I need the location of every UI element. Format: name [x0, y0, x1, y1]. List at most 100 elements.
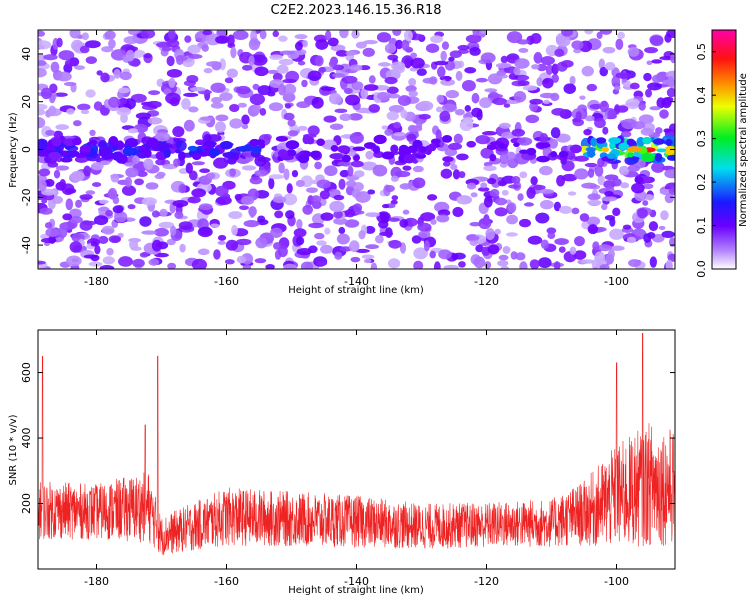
- spectrogram-cell: [124, 162, 136, 167]
- spectrogram-cell: [428, 143, 437, 152]
- spectrogram-cell: [145, 182, 159, 190]
- spectrogram-cell: [241, 124, 249, 130]
- spectrogram-cell: [215, 121, 226, 133]
- spectrogram-cell: [201, 44, 209, 52]
- spectrogram-cell: [398, 144, 409, 155]
- spectrogram-cell: [384, 76, 398, 85]
- spectrogram-cell: [50, 61, 60, 73]
- spectrogram-cell: [629, 82, 640, 90]
- spectrogram-cell: [651, 74, 663, 84]
- spectrogram-cell: [286, 183, 293, 194]
- spectrogram-cell: [368, 75, 376, 84]
- spectrogram-cell: [287, 119, 296, 127]
- spectrogram-cell: [441, 103, 457, 113]
- spectrogram-cell: [311, 96, 324, 109]
- spectrogram-cell: [191, 258, 208, 269]
- spectrogram-cell: [376, 32, 392, 43]
- spectrogram-cell: [302, 204, 314, 215]
- spectrogram-cell: [661, 97, 672, 109]
- spectrogram-cell: [522, 85, 538, 91]
- spectrogram-cell: [83, 165, 91, 177]
- spectrogram-cell: [642, 153, 655, 163]
- spectrogram-cell: [219, 92, 233, 101]
- spectrogram-cell: [384, 128, 394, 136]
- spectrogram-cell: [558, 246, 566, 253]
- colorbar-tick-label: 0.0: [695, 260, 708, 278]
- spectrogram-cell: [85, 56, 97, 64]
- spectrogram-cell: [526, 147, 537, 156]
- spectrogram-cell: [531, 64, 540, 70]
- spectrogram-cell: [645, 88, 652, 98]
- spectrogram-cell: [458, 261, 466, 268]
- spectrogram-cell: [362, 47, 375, 57]
- spectrogram-cell: [590, 137, 597, 147]
- spectrogram-cell: [539, 132, 549, 144]
- spectrogram-cell: [442, 156, 454, 163]
- spectrogram-cell: [535, 212, 550, 224]
- snr-y-axis-label: SNR (10 * v/v): [8, 414, 19, 485]
- spectrogram-cell: [483, 165, 497, 172]
- spectrogram-cell: [513, 90, 527, 103]
- spectrogram-cell: [166, 238, 176, 246]
- spectrogram-cell: [550, 127, 561, 139]
- spectrogram-cell: [609, 245, 625, 251]
- spectrogram-cell: [622, 224, 632, 230]
- spectrogram-cell: [332, 64, 345, 71]
- spectrogram-cell: [667, 76, 675, 88]
- spectrogram-cell: [475, 135, 491, 145]
- spectrogram-cell: [38, 151, 49, 157]
- spectrogram-cell: [129, 239, 139, 250]
- spectrogram-cell: [332, 73, 346, 78]
- spectrogram-cell: [314, 232, 325, 240]
- spectrogram-cell: [413, 247, 428, 260]
- spectrogram-cell: [213, 249, 221, 260]
- spectrogram-cell: [413, 260, 424, 269]
- spectrogram-cell: [112, 205, 124, 214]
- spectrogram-cell: [339, 30, 349, 39]
- spectrogram-cell: [154, 145, 162, 152]
- spectrogram-cell: [471, 92, 480, 104]
- spectrogram-cell: [466, 140, 477, 148]
- spectrogram-cell: [408, 90, 418, 98]
- spectrogram-cell: [306, 187, 318, 193]
- spectrogram-cell: [617, 31, 625, 40]
- spectrogram-cell: [540, 56, 555, 66]
- spectrogram-cell: [315, 39, 329, 50]
- spectrogram-cell: [486, 144, 498, 150]
- spectrogram-cell: [90, 162, 104, 171]
- spectrogram-cell: [500, 55, 508, 64]
- spectrogram-cell: [118, 256, 133, 267]
- spectrogram-cell: [364, 225, 376, 234]
- spectrogram-cell: [609, 217, 616, 227]
- spectrogram-cell: [569, 144, 582, 154]
- spectrogram-cell: [320, 212, 334, 221]
- spectrogram-cell: [73, 120, 82, 127]
- spectrogram-cell: [229, 168, 236, 177]
- spectrogram-cell: [403, 153, 415, 164]
- spectrogram-cell: [387, 93, 401, 99]
- spectrogram-cell: [249, 176, 263, 185]
- spectrogram-cell: [58, 50, 75, 61]
- spectrogram-cell: [604, 174, 619, 181]
- spectrogram-cell: [599, 66, 609, 77]
- spectrogram-cell: [506, 214, 519, 225]
- spectrogram-cell: [605, 253, 615, 265]
- spectrogram-cell: [666, 154, 675, 161]
- spectrogram-cell: [412, 165, 424, 173]
- spectrogram-cell: [122, 146, 135, 157]
- spectrogram-cell: [179, 243, 186, 253]
- spectrogram-cell: [511, 128, 525, 137]
- spectrogram-cell: [230, 46, 237, 59]
- spectrogram-cell: [237, 102, 247, 108]
- spectrogram-cell: [125, 49, 135, 62]
- spectrogram-panel: -180 -160 -140 -120 -100 -40 -20 0 20 40 Height o…: [8, 29, 676, 296]
- spectrogram-cell: [167, 262, 177, 269]
- spectrogram-cell: [539, 199, 554, 210]
- spectrogram-cell: [48, 234, 56, 244]
- spectrogram-cell: [172, 126, 185, 138]
- spectrogram-cell: [278, 83, 286, 96]
- spectrogram-cell: [320, 244, 333, 254]
- spectrogram-cell: [287, 130, 299, 137]
- spectrogram-cell: [125, 167, 139, 178]
- spectrogram-cell: [114, 211, 128, 223]
